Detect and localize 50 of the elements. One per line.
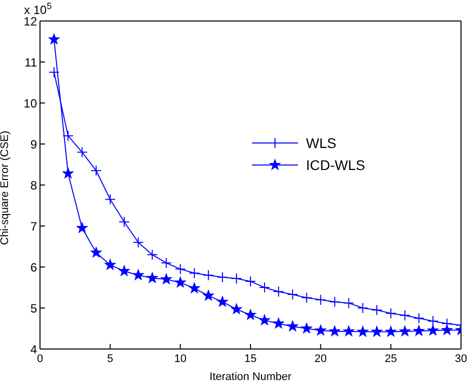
point xyxy=(118,266,130,276)
point xyxy=(217,296,228,306)
point xyxy=(273,318,284,328)
x-tick-label: 10 xyxy=(174,352,186,365)
point xyxy=(175,277,186,288)
point xyxy=(231,304,242,314)
legend-label: WLS xyxy=(306,135,336,151)
point xyxy=(414,325,424,336)
y-tick-label: 9 xyxy=(30,137,38,152)
point xyxy=(62,168,74,178)
y-tick-label: 6 xyxy=(30,260,38,274)
x-tick-label: 20 xyxy=(314,352,327,365)
x-tick-label: 0 xyxy=(36,352,44,365)
legend-label: ICD-WLS xyxy=(306,157,366,173)
x-tick-label: 5 xyxy=(107,352,114,365)
x-tick-label: 30 xyxy=(454,352,468,365)
point xyxy=(147,272,158,283)
point xyxy=(372,326,382,336)
point xyxy=(203,290,214,300)
point xyxy=(132,270,144,280)
y-axis-title: Chi-square Error (CSE) xyxy=(0,130,11,245)
y-tick-label: 10 xyxy=(24,96,38,110)
point xyxy=(48,34,60,44)
point xyxy=(259,314,270,325)
point xyxy=(161,274,172,284)
x-axis-title: Iteration Number xyxy=(210,371,292,383)
y-tick-label: 7 xyxy=(30,219,38,234)
point xyxy=(90,247,102,258)
point xyxy=(104,259,116,270)
point xyxy=(301,323,312,334)
x-tick-label: 15 xyxy=(244,352,257,365)
point xyxy=(329,326,340,336)
text: x 10$^{5}$ xyxy=(24,1,52,17)
point xyxy=(245,309,256,320)
point xyxy=(189,282,200,293)
y-tick-label: 4 xyxy=(30,342,38,356)
point xyxy=(442,324,452,335)
point xyxy=(315,325,326,336)
y-tick-label: 11 xyxy=(24,55,38,70)
point xyxy=(428,325,438,336)
y-tick-label: 12 xyxy=(24,14,38,28)
point xyxy=(386,326,396,336)
y-tick-label: 8 xyxy=(30,178,38,192)
point xyxy=(400,326,410,336)
point xyxy=(287,320,298,331)
point xyxy=(343,326,354,336)
x-tick-label: 25 xyxy=(384,352,397,365)
point xyxy=(358,326,368,336)
point xyxy=(76,222,88,233)
y-tick-label: 5 xyxy=(30,301,38,316)
